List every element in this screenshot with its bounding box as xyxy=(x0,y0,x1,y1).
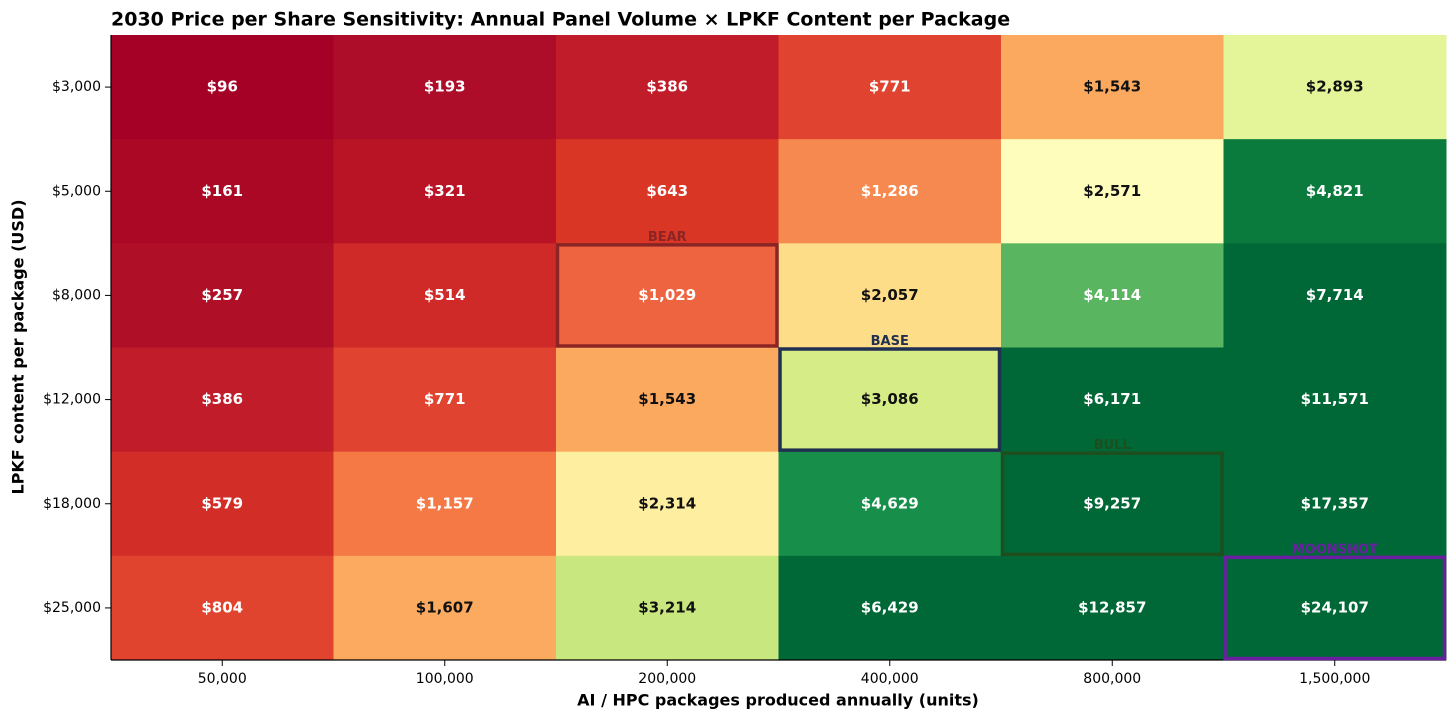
cell-label: $4,114 xyxy=(1083,286,1141,304)
heatmap-cell xyxy=(1001,555,1224,661)
cell-label: $386 xyxy=(646,78,688,96)
heatmap-cell xyxy=(556,451,779,557)
heatmap-cell xyxy=(111,35,334,140)
scenario-label: BASE xyxy=(871,334,909,349)
cell-label: $11,571 xyxy=(1301,390,1369,408)
heatmap-cell xyxy=(111,139,334,244)
heatmap-cell xyxy=(1223,35,1447,140)
scenario-box xyxy=(1223,555,1447,661)
heatmap-cell xyxy=(111,555,334,661)
cell-label: $1,543 xyxy=(1083,78,1141,96)
cell-label: $1,286 xyxy=(861,182,919,200)
cell-label: $321 xyxy=(424,182,466,200)
heatmap-cell xyxy=(333,347,557,453)
heatmap-cell xyxy=(556,347,779,453)
cell-label: $7,714 xyxy=(1306,286,1364,304)
cell-label: $804 xyxy=(201,598,243,616)
cell-label: $6,171 xyxy=(1083,390,1141,408)
cell-label: $17,357 xyxy=(1301,494,1369,512)
heatmap-cell xyxy=(333,243,557,348)
y-tick-label: $5,000 xyxy=(52,183,101,199)
y-tick-label: $25,000 xyxy=(43,600,101,616)
cell-label: $643 xyxy=(646,182,688,200)
heatmap-cell xyxy=(778,243,1002,348)
heatmap-cell xyxy=(111,243,334,348)
heatmap-cell xyxy=(778,451,1002,557)
heatmap-cell xyxy=(778,555,1002,661)
cell-label: $2,057 xyxy=(861,286,919,304)
cell-label: $1,543 xyxy=(638,390,696,408)
cell-label: $9,257 xyxy=(1083,494,1141,512)
heatmap-cell xyxy=(1223,451,1447,557)
x-tick-label: 100,000 xyxy=(416,671,474,687)
cell-label: $771 xyxy=(424,390,466,408)
cell-label: $771 xyxy=(869,78,911,96)
heatmap-cell xyxy=(333,35,557,140)
x-tick-label: 800,000 xyxy=(1083,671,1141,687)
cell-label: $193 xyxy=(424,78,466,96)
chart-title: 2030 Price per Share Sensitivity: Annual… xyxy=(111,9,1010,31)
heatmap-cell xyxy=(778,139,1002,244)
heatmap-cell xyxy=(333,139,557,244)
scenario-box xyxy=(778,347,1002,452)
cell-label: $514 xyxy=(424,286,466,304)
cell-label: $579 xyxy=(201,494,243,512)
cell-label: $1,029 xyxy=(638,286,696,304)
heatmap-cell xyxy=(1223,347,1447,453)
cell-label: $257 xyxy=(201,286,243,304)
heatmap-cell xyxy=(1001,139,1224,244)
heatmap-cell xyxy=(556,243,779,348)
scenario-label: BULL xyxy=(1094,438,1131,453)
x-tick-label: 1,500,000 xyxy=(1299,671,1370,687)
cell-label: $24,107 xyxy=(1301,598,1369,616)
heatmap-cell xyxy=(556,555,779,661)
scenario-box xyxy=(555,243,779,348)
y-tick-label: $18,000 xyxy=(43,496,101,512)
heatmap-cell xyxy=(556,139,779,244)
cell-label: $386 xyxy=(201,390,243,408)
cell-label: $96 xyxy=(207,78,238,96)
heatmap-cell xyxy=(1223,243,1447,348)
heatmap-cell xyxy=(1001,347,1224,453)
cell-label: $3,214 xyxy=(638,598,696,616)
heatmap-cell xyxy=(333,451,557,557)
heatmap-cell xyxy=(778,347,1002,453)
cell-label: $4,629 xyxy=(861,494,919,512)
heatmap-cell xyxy=(333,555,557,661)
cell-label: $2,571 xyxy=(1083,182,1141,200)
cell-label: $3,086 xyxy=(861,390,919,408)
scenario-label: MOONSHOT xyxy=(1292,542,1378,557)
cell-label: $161 xyxy=(201,182,243,200)
scenario-box xyxy=(1000,451,1224,557)
heatmap-cell xyxy=(1001,35,1224,140)
heatmap-cell xyxy=(111,451,334,557)
heatmap-cell xyxy=(1001,451,1224,557)
cell-label: $12,857 xyxy=(1078,598,1146,616)
heatmap-cell xyxy=(778,35,1002,140)
cell-label: $2,893 xyxy=(1306,78,1364,96)
x-axis-label: AI / HPC packages produced annually (uni… xyxy=(577,691,979,710)
cell-label: $6,429 xyxy=(861,598,919,616)
heatmap-cell xyxy=(1001,243,1224,348)
heatmap-cell xyxy=(111,347,334,453)
cell-label: $4,821 xyxy=(1306,182,1364,200)
heatmap-cell xyxy=(556,35,779,140)
cell-label: $2,314 xyxy=(638,494,696,512)
y-axis-label: LPKF content per package (USD) xyxy=(9,199,28,494)
y-tick-label: $8,000 xyxy=(52,287,101,303)
heatmap-cell xyxy=(1223,555,1447,661)
x-tick-label: 50,000 xyxy=(198,671,247,687)
y-tick-label: $12,000 xyxy=(43,392,101,408)
x-tick-label: 400,000 xyxy=(861,671,919,687)
y-tick-label: $3,000 xyxy=(52,79,101,95)
x-tick-label: 200,000 xyxy=(638,671,696,687)
cell-label: $1,607 xyxy=(416,598,474,616)
heatmap-cell xyxy=(1223,139,1447,244)
scenario-label: BEAR xyxy=(648,230,687,245)
cell-label: $1,157 xyxy=(416,494,474,512)
